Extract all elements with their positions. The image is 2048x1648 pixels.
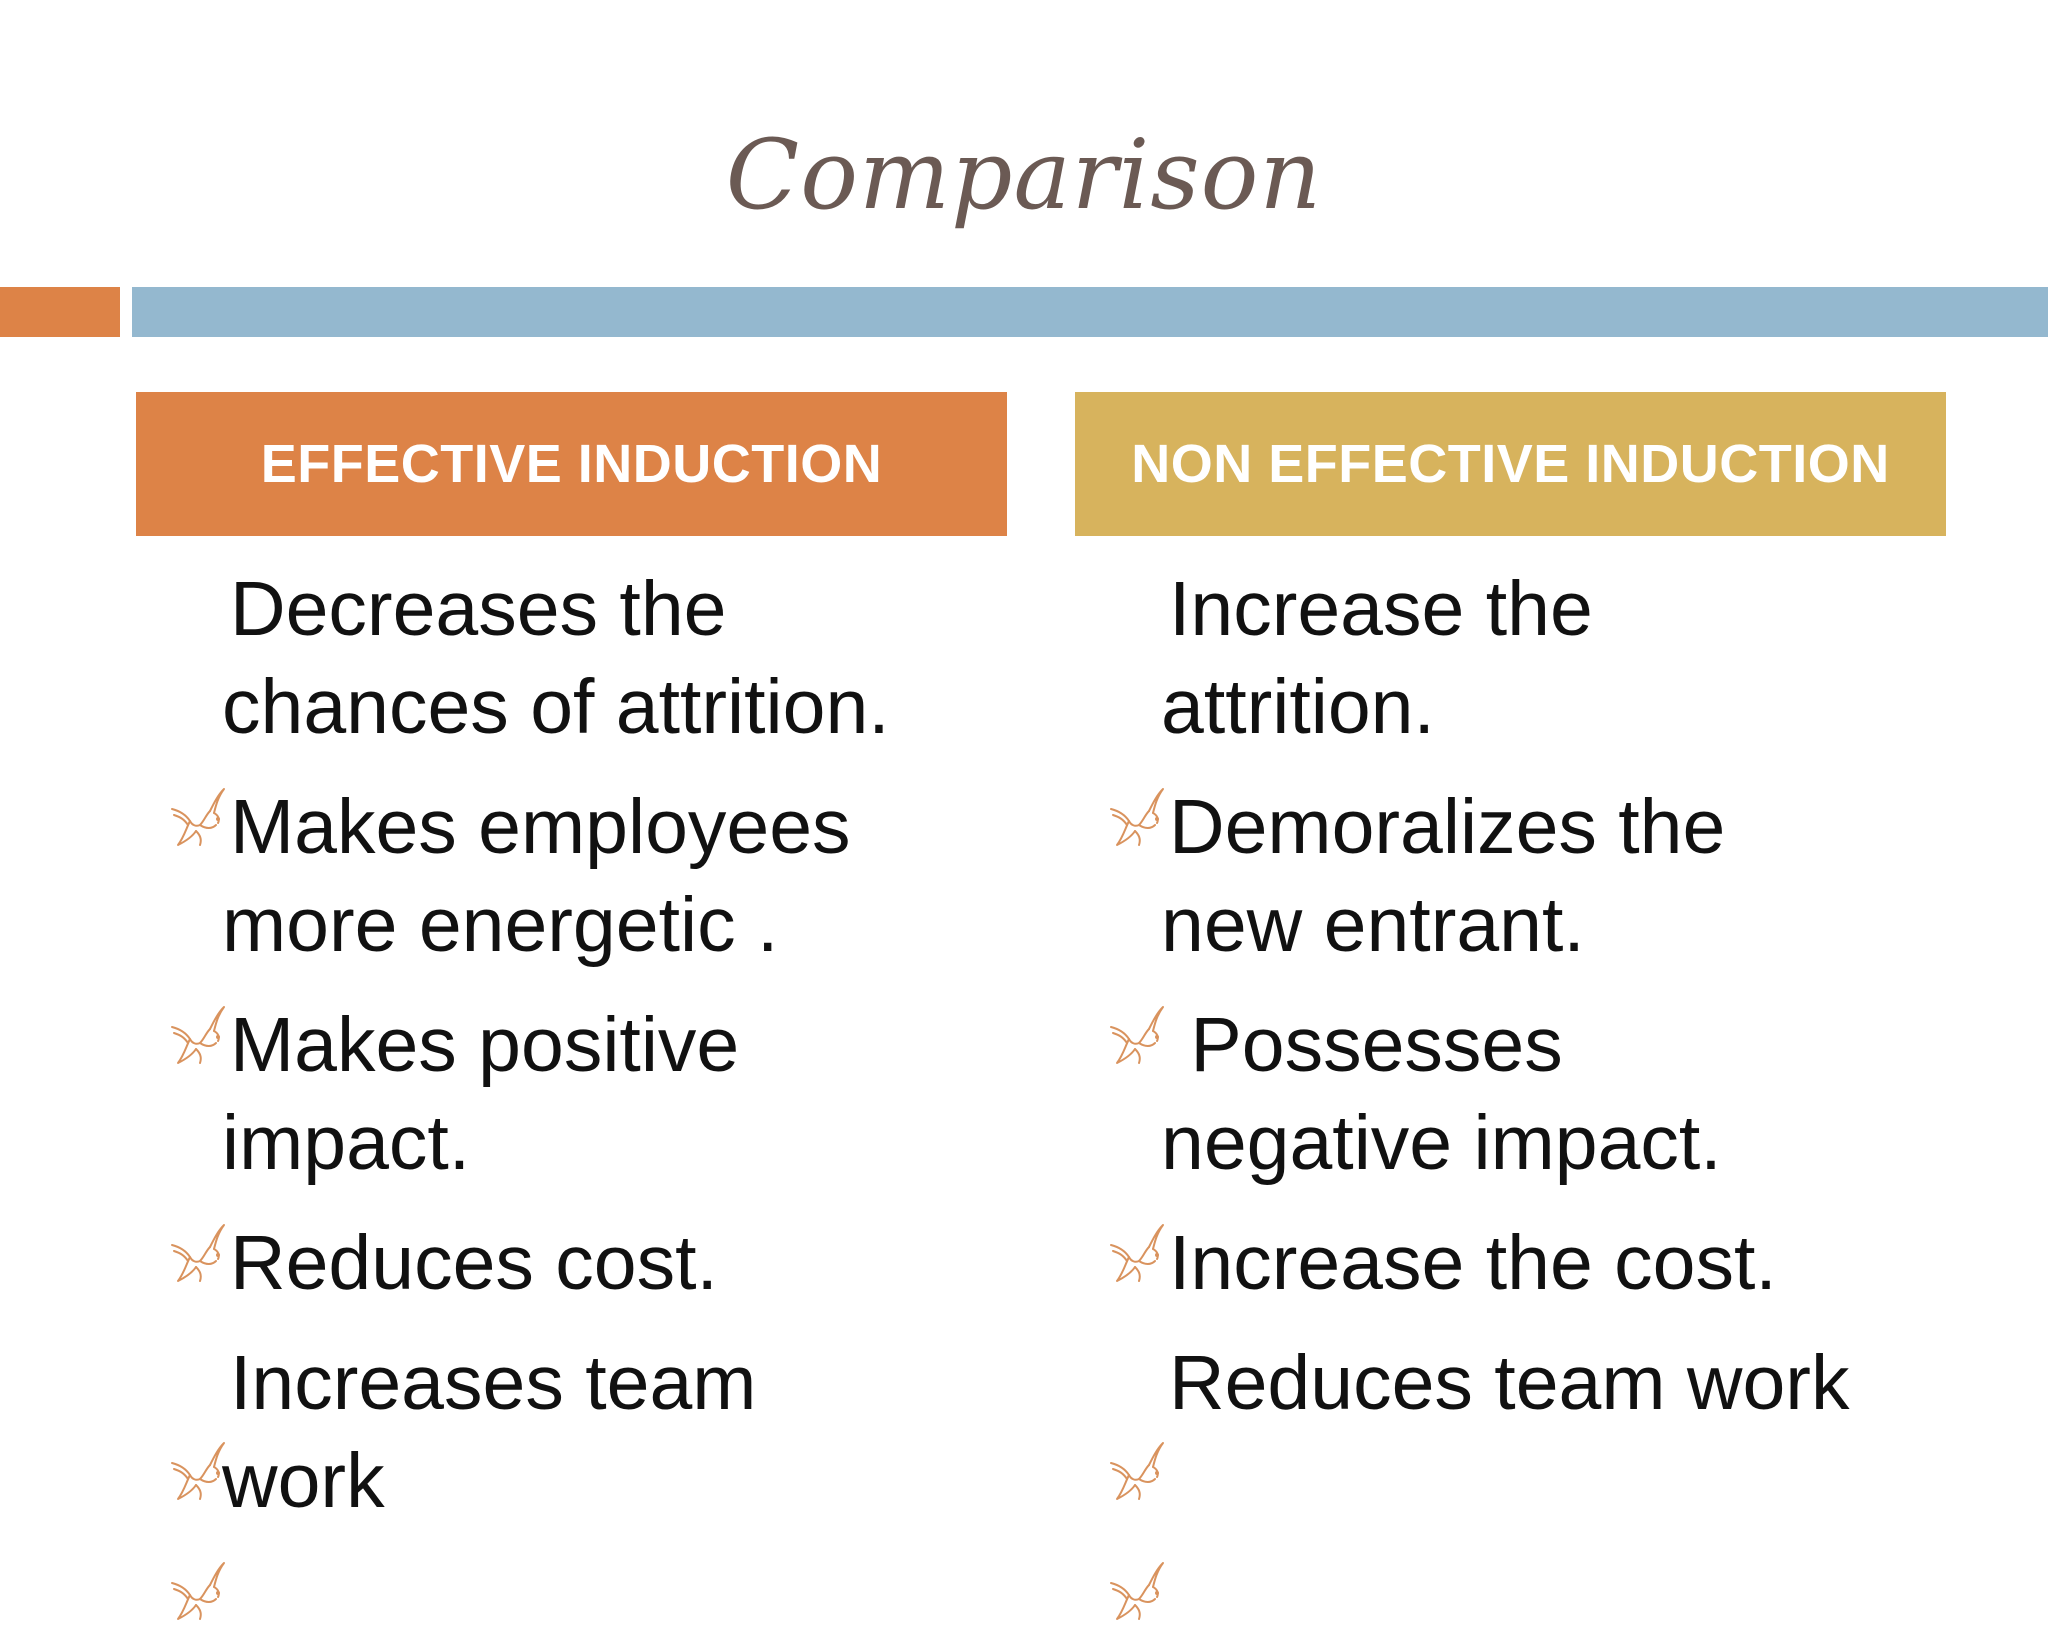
slide-title: Comparison [725, 119, 1323, 231]
dove-bullet-icon [166, 1234, 228, 1500]
dove-bullet-icon [166, 1016, 228, 1282]
list-item-text-continued: impact. [222, 1100, 471, 1186]
list-item: Reduces team work [1105, 1334, 1965, 1620]
list-item: Reduces cost. [166, 1214, 1026, 1500]
list-item-text: Possesses [1169, 1002, 1563, 1088]
dove-bullet-icon [166, 798, 228, 1064]
list-item-text-continued: work [222, 1438, 385, 1524]
list-item: Makes positive impact. [166, 996, 1026, 1282]
dove-bullet-icon [1105, 798, 1167, 1064]
list-item: Demoralizes the new entrant. [1105, 778, 1965, 1064]
list-item-text-continued: attrition. [1161, 664, 1435, 750]
list-item-text: Makes employees [230, 784, 851, 870]
non-effective-induction-list: Increase the attrition. Demoralizes the ne… [1105, 560, 1965, 1620]
list-item-text-continued: negative impact. [1161, 1100, 1722, 1186]
list-item: Increases team work [166, 1334, 1026, 1620]
list-item-text: Decreases the [230, 566, 727, 652]
non-effective-induction-header: NON EFFECTIVE INDUCTION [1075, 392, 1946, 536]
dove-bullet-icon [1105, 1234, 1167, 1500]
effective-induction-header: EFFECTIVE INDUCTION [136, 392, 1007, 536]
dove-bullet-icon [166, 580, 228, 846]
title-accent-bar-blue [132, 287, 2048, 337]
list-item-text-continued: new entrant. [1161, 882, 1585, 968]
list-item: Decreases the chances of attrition. [166, 560, 1026, 846]
effective-induction-list: Decreases the chances of attrition. Makes… [166, 560, 1026, 1620]
dove-bullet-icon [166, 1354, 228, 1620]
dove-bullet-icon [1105, 1016, 1167, 1282]
list-item-text: Increase the [1169, 566, 1593, 652]
list-item-text: Makes positive [230, 1002, 740, 1088]
list-item: Increase the cost. [1105, 1214, 1965, 1500]
list-item-text-continued: chances of attrition. [222, 664, 890, 750]
list-item-text: Reduces team work [1169, 1340, 1850, 1426]
dove-bullet-icon [1105, 1354, 1167, 1620]
list-item-text: Increase the cost. [1169, 1220, 1777, 1306]
list-item: Increase the attrition. [1105, 560, 1965, 846]
list-item-text: Demoralizes the [1169, 784, 1726, 870]
list-item-text-continued: more energetic . [222, 882, 779, 968]
list-item-text: Increases team [230, 1340, 757, 1426]
list-item-text: Reduces cost. [230, 1220, 718, 1306]
list-item: Makes employees more energetic . [166, 778, 1026, 1064]
dove-bullet-icon [1105, 580, 1167, 846]
title-accent-bar-orange [0, 287, 120, 337]
list-item: Possesses negative impact. [1105, 996, 1965, 1282]
